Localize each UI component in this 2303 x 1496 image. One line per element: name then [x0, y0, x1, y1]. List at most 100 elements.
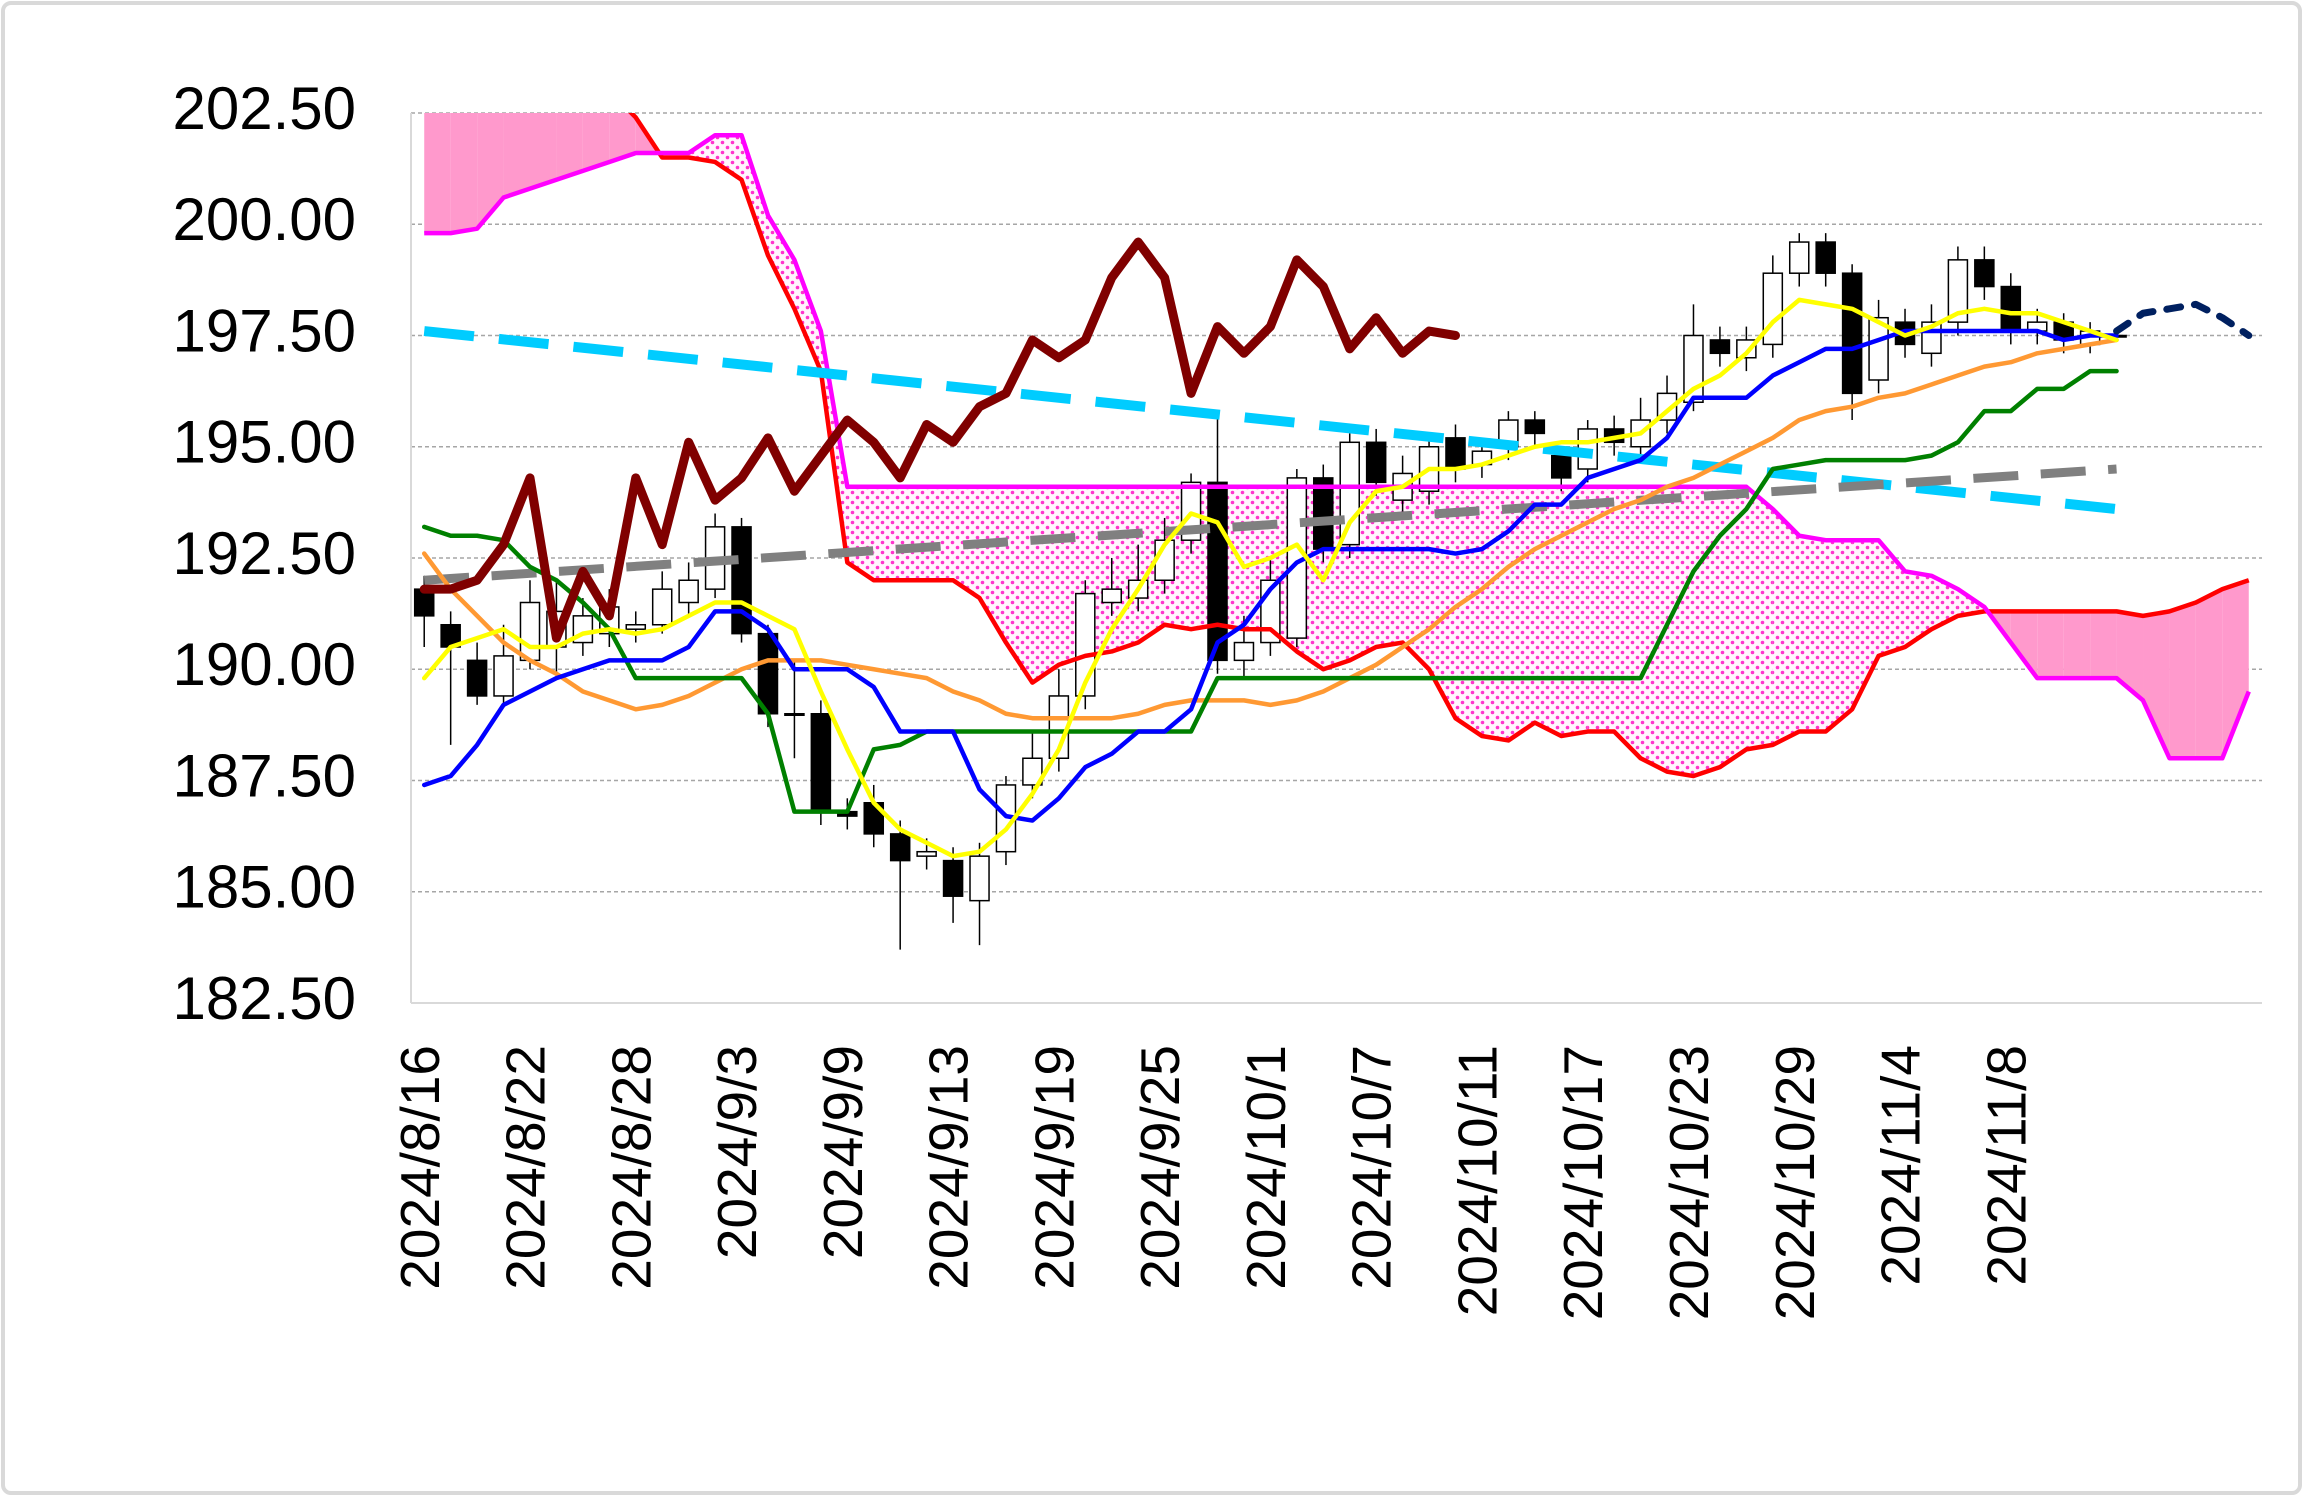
candle-body [1207, 481, 1228, 662]
cloud-fill [1825, 540, 1853, 732]
span-a-line [628, 113, 2250, 779]
candle-body [1101, 588, 1123, 604]
candle-body [1365, 441, 1387, 484]
cloud-fill [1693, 486, 1720, 777]
candle-body [1974, 259, 1995, 288]
cloud-fill [926, 486, 954, 581]
cloud-fill [873, 486, 901, 581]
cloud-fill [503, 113, 530, 198]
x-tick-label: 2024/8/16 [389, 1045, 451, 1290]
cloud-fill [1111, 486, 1139, 652]
trend-line [423, 326, 2118, 515]
candle-body [1233, 641, 1255, 662]
y-tick-label: 200.00 [172, 186, 356, 253]
x-tick-label: 2024/10/23 [1658, 1045, 1720, 1320]
cloud-fill [2116, 611, 2144, 701]
line-series [419, 237, 1460, 643]
candle-body [969, 855, 990, 902]
candle-body [466, 659, 488, 697]
cloud-fill [556, 113, 583, 180]
candle-body [1947, 259, 1969, 323]
line-series [421, 328, 2119, 823]
line-series [2113, 300, 2253, 339]
cloud-fill [1534, 486, 1562, 736]
candle-body [625, 624, 647, 630]
cloud-fill [847, 486, 874, 581]
cloud-fill [1719, 486, 1747, 768]
cloud-fill [424, 113, 451, 234]
x-tick-label: 2024/9/19 [1023, 1045, 1085, 1290]
cloud-fill [1005, 486, 1033, 683]
x-tick-label: 2024/9/9 [812, 1045, 874, 1259]
x-tick-label: 2024/9/13 [918, 1045, 980, 1290]
cloud-fill [609, 113, 636, 162]
x-tick-label: 2024/8/22 [495, 1045, 557, 1290]
x-tick-label: 2024/11/8 [1975, 1045, 2037, 1286]
candle-body [2000, 285, 2022, 332]
cloud-fill [450, 113, 478, 234]
candle-body [678, 579, 699, 604]
cloud-fill [529, 113, 557, 189]
trend-line [423, 464, 2117, 585]
candle-body [1788, 241, 1810, 274]
cloud-fill [1429, 486, 1456, 719]
x-tick-label: 2024/8/28 [600, 1045, 662, 1290]
line-series [421, 297, 2119, 859]
x-tick-label: 2024/10/29 [1764, 1045, 1826, 1320]
candle-body [1339, 441, 1360, 546]
y-tick-label: 182.50 [172, 965, 356, 1032]
candle-body [1815, 241, 1836, 274]
candle-body [1841, 272, 1863, 395]
cloud-fill [1481, 486, 1509, 741]
y-tick-label: 187.50 [172, 742, 356, 809]
y-tick-label: 197.50 [172, 297, 356, 364]
line-series [421, 368, 2119, 814]
y-tick-label: 195.00 [172, 409, 356, 476]
candle-body [1709, 339, 1731, 355]
candle-body [784, 713, 805, 716]
cloud-fill [2169, 602, 2196, 759]
candle-body [1445, 437, 1466, 470]
x-tick-label: 2024/9/3 [706, 1045, 768, 1259]
cloud-fill [2063, 611, 2091, 679]
candle-body [493, 655, 514, 697]
cloud-fill [1746, 486, 1773, 750]
cloud-fill [741, 135, 768, 256]
x-tick-label: 2024/9/25 [1129, 1045, 1191, 1290]
candle-body [810, 713, 832, 813]
cloud-fill [715, 135, 742, 180]
candle-body [1022, 757, 1043, 786]
cloud-fill [2010, 611, 2038, 679]
cloud-fill [477, 113, 504, 229]
cloud-fill [1667, 486, 1694, 777]
candle-body [1762, 272, 1784, 346]
x-tick-label: 2024/10/7 [1341, 1045, 1403, 1290]
cloud-fill [1772, 509, 1800, 745]
cloud-fill [900, 486, 927, 581]
cloud-fill [1402, 486, 1430, 670]
cloud-fill [2143, 611, 2170, 759]
y-tick-label: 202.50 [172, 75, 356, 142]
x-tick-label: 2024/10/1 [1235, 1045, 1297, 1290]
y-tick-label: 185.00 [172, 854, 356, 921]
cloud-fill [767, 215, 795, 309]
y-tick-label: 190.00 [172, 631, 356, 698]
cloud-fill [2222, 580, 2249, 759]
x-tick-label: 2024/10/11 [1446, 1045, 1508, 1316]
candle-body [1524, 419, 1546, 435]
cloud-fill [1931, 575, 1958, 630]
candle-body [1868, 316, 1889, 381]
cloud-fill [1032, 486, 1059, 683]
cloud-fill [2037, 611, 2064, 679]
cloud-fill [1455, 486, 1482, 736]
candle-body [889, 833, 911, 862]
cloud-fill [1640, 486, 1668, 772]
cloud-fill [794, 259, 821, 372]
cloud-fill [1878, 540, 1906, 656]
candle-body [519, 601, 541, 662]
cloud-fill [1799, 535, 1826, 732]
cloud-fill [1587, 486, 1615, 732]
cloud-fill [2195, 589, 2223, 759]
span-b-line [424, 133, 2251, 761]
